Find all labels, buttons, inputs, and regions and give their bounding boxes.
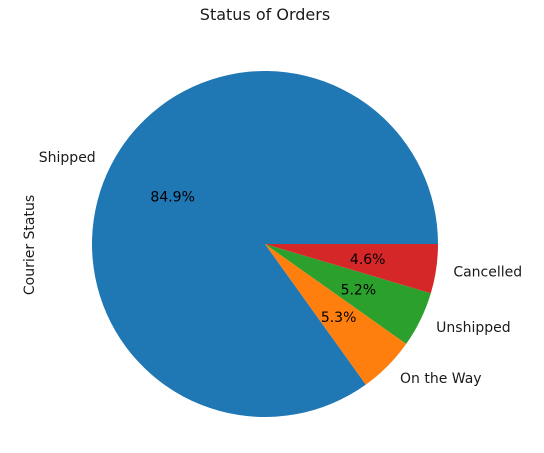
pie-slice-unshipped [265,244,431,344]
chart-title: Status of Orders [200,5,330,24]
pie-labels: 84.9% Shipped 5.3% On the Way 5.2% Unshipped 4… [39,150,522,387]
pie-slices [92,70,439,418]
pie-slice-cancelled [265,244,438,294]
y-axis-label: Courier Status [22,195,38,295]
slice-label: Unshipped [436,320,510,336]
pct-label: 5.3% [321,310,357,326]
pct-label: 5.2% [341,282,377,298]
slice-label: Cancelled [453,264,522,280]
slice-label: On the Way [400,371,482,387]
pct-label: 84.9% [150,190,194,206]
pie-slice-on-the-way [265,244,407,385]
slice-label: Shipped [39,150,96,166]
pct-label: 4.6% [350,252,386,268]
